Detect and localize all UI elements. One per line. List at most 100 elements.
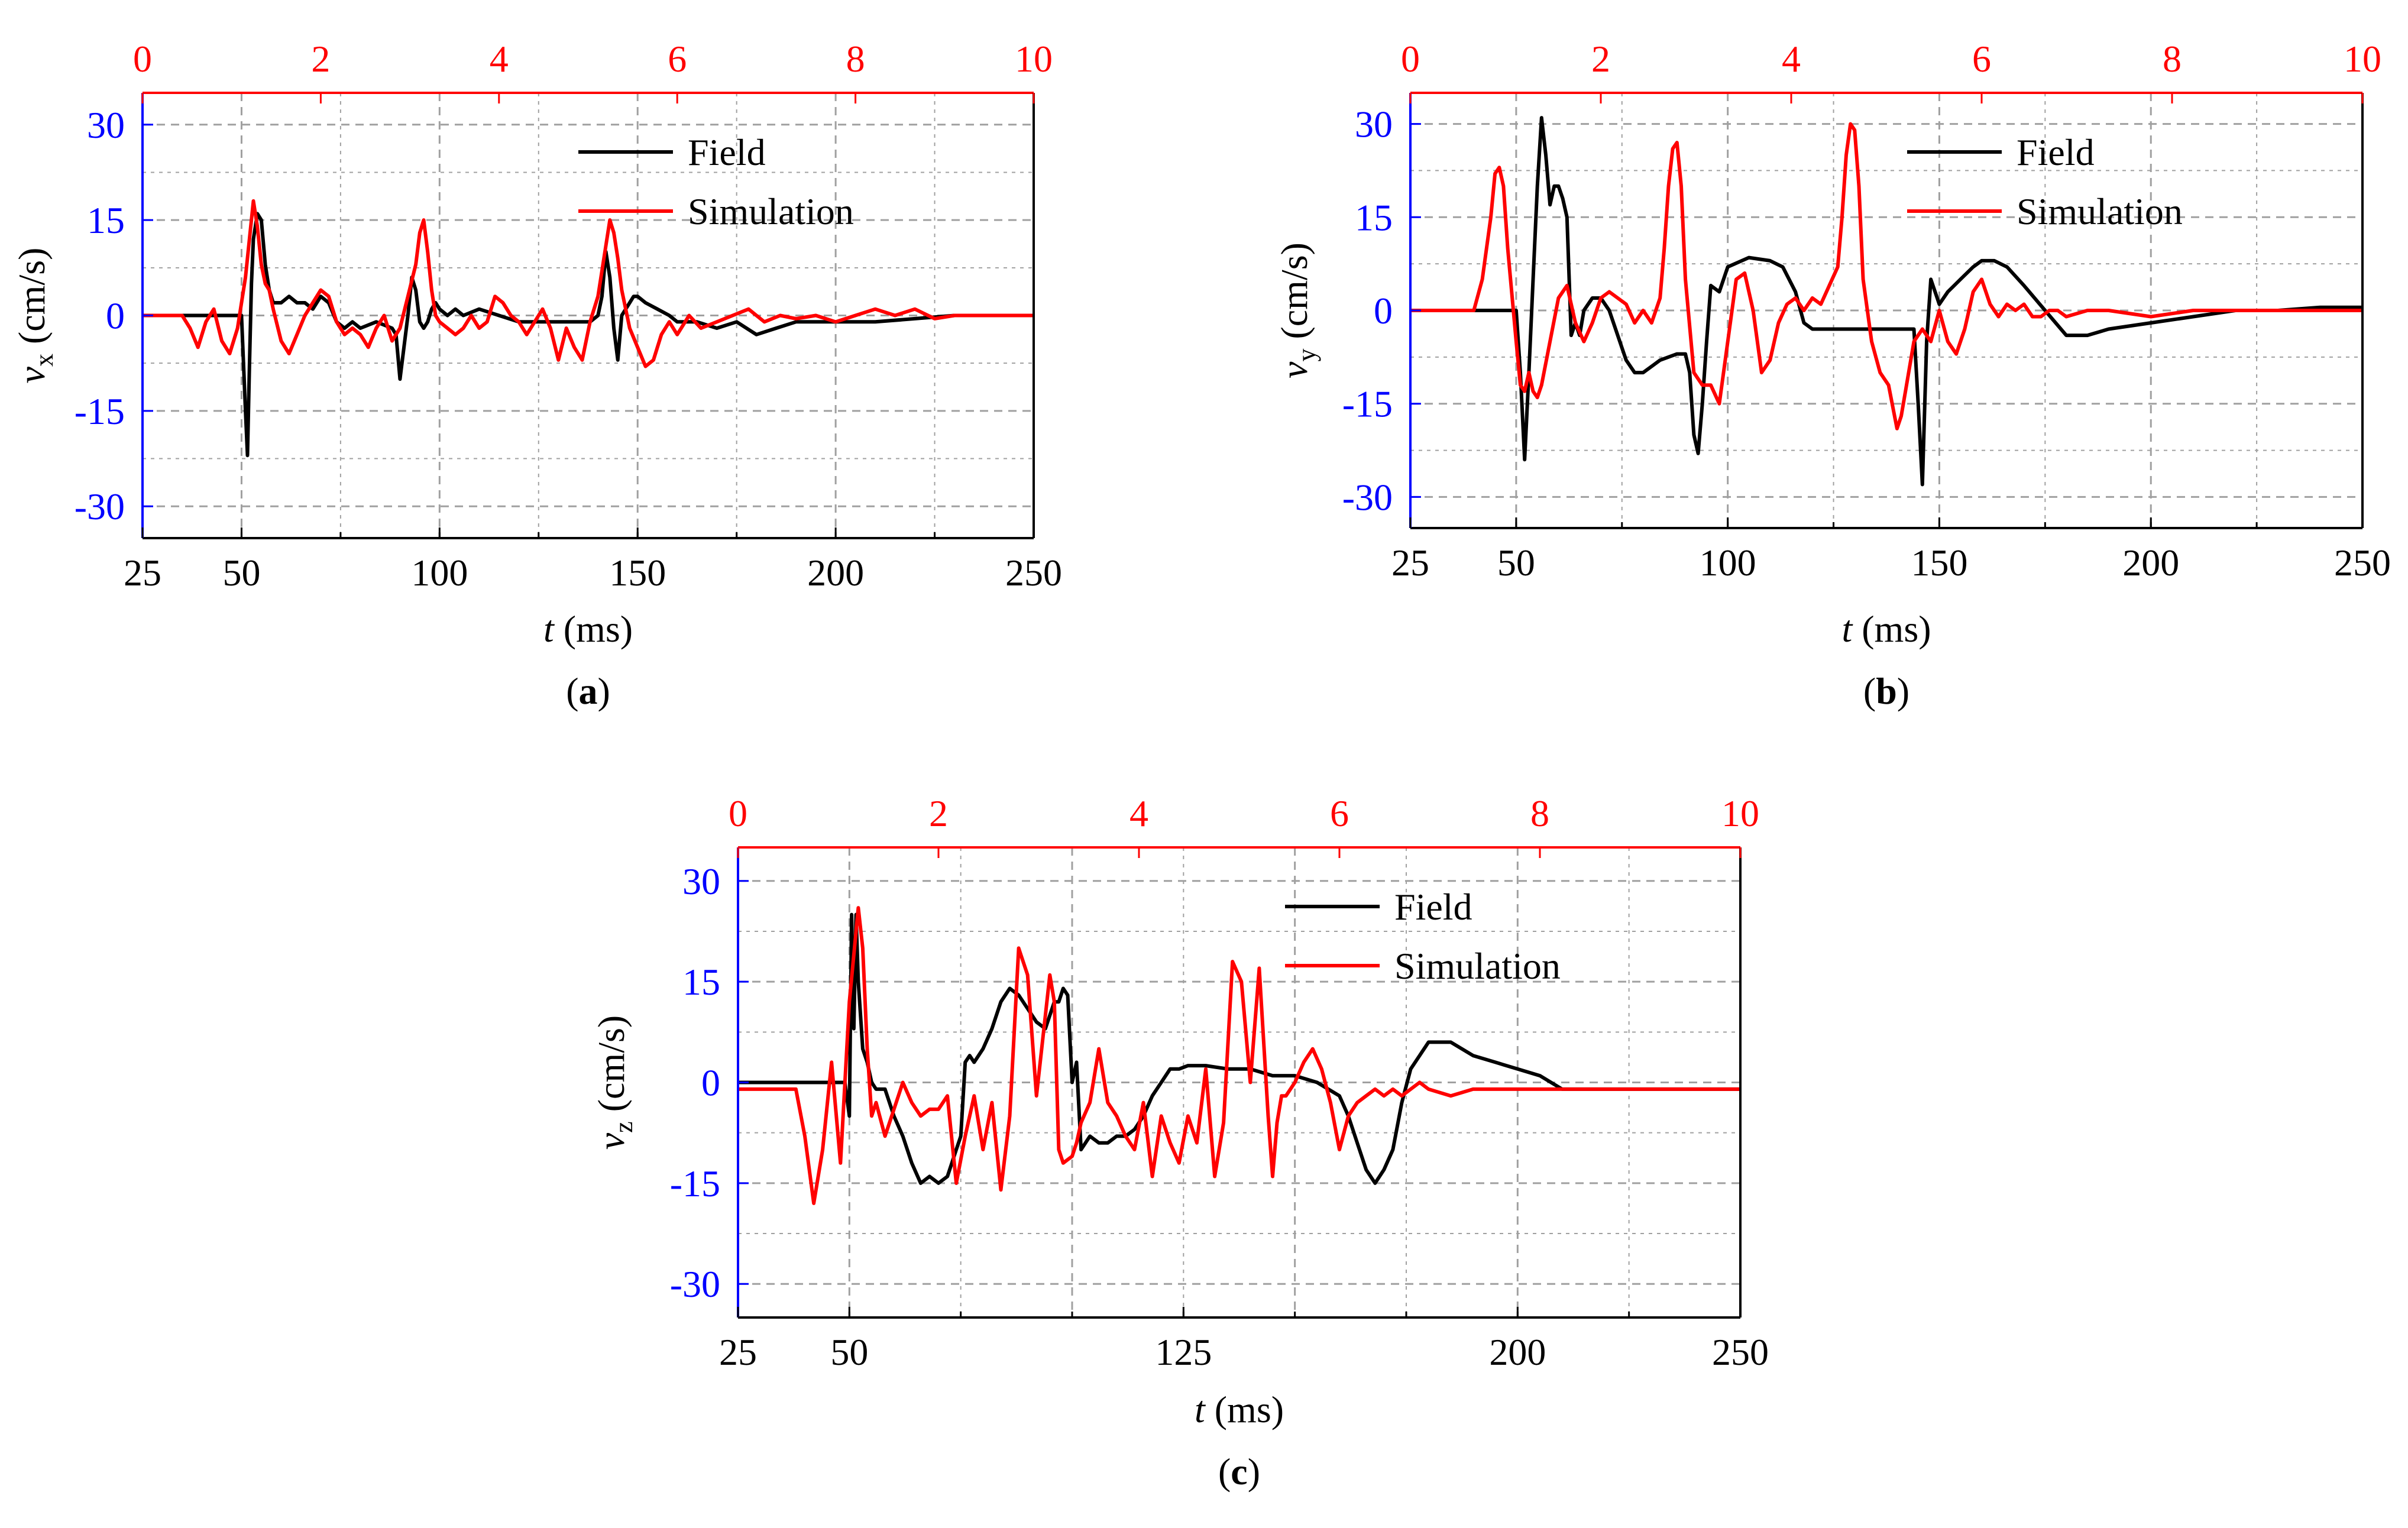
top-tick-label: 8 xyxy=(2163,38,2182,80)
x-tick-label: 50 xyxy=(830,1331,868,1373)
top-tick-label: 6 xyxy=(1330,792,1349,834)
top-tick-label: 4 xyxy=(490,38,509,80)
y-axis-label-subscript: x xyxy=(30,354,59,367)
y-axis-label-subscript: y xyxy=(1292,349,1321,362)
legend-label-simulation: Simulation xyxy=(688,190,854,232)
y-axis-label-symbol: v xyxy=(590,1132,632,1150)
panel-label-letter: a xyxy=(579,670,598,712)
y-axis-label-symbol: v xyxy=(1273,361,1315,378)
y-tick-label: -15 xyxy=(670,1163,720,1205)
y-axis-label-subscript: z xyxy=(609,1121,638,1133)
y-tick-label: 15 xyxy=(87,199,125,241)
y-tick-label: 30 xyxy=(87,104,125,146)
x-tick-label: 150 xyxy=(1911,542,1967,584)
x-tick-label: 100 xyxy=(411,552,468,594)
top-tick-label: 2 xyxy=(1591,38,1610,80)
x-axis-label: t (ms) xyxy=(1841,608,1931,650)
panel-label: (b) xyxy=(1863,670,1909,712)
grid xyxy=(143,93,1034,538)
top-tick-label: 10 xyxy=(2344,38,2381,80)
top-tick-label: 0 xyxy=(1401,38,1420,80)
x-tick-label: 200 xyxy=(807,552,864,594)
top-tick-label: 4 xyxy=(1782,38,1801,80)
panel-label-letter: b xyxy=(1876,670,1897,712)
y-axis-label: vy (cm/s) xyxy=(1273,242,1321,378)
x-axis-label-symbol: t xyxy=(1841,608,1853,650)
series-line-field xyxy=(143,212,1034,458)
panel-label-close: ) xyxy=(1248,1451,1260,1493)
legend-label-simulation: Simulation xyxy=(1394,945,1561,987)
y-tick-label: -30 xyxy=(1342,476,1393,518)
x-tick-label: 25 xyxy=(1391,542,1429,584)
top-tick-label: 2 xyxy=(311,38,330,80)
x-tick-label: 200 xyxy=(1489,1331,1546,1373)
legend: Field Simulation xyxy=(1285,886,1561,987)
legend-label-field: Field xyxy=(688,131,766,173)
y-tick-label: -30 xyxy=(75,485,125,527)
x-tick-label: 50 xyxy=(222,552,260,594)
legend: Field Simulation xyxy=(578,131,854,232)
y-tick-label: 15 xyxy=(1355,196,1393,238)
y-axis-label: vx (cm/s) xyxy=(11,248,59,384)
legend-label-simulation: Simulation xyxy=(2017,190,2183,232)
series-line-simulation xyxy=(1410,122,2362,430)
top-tick-label: 4 xyxy=(1129,792,1148,834)
y-tick-label: 0 xyxy=(701,1062,720,1104)
panel-c: 25 50 125 200 250 30 15 0 -15 -30 0 2 4 6 8 10 vz (cm/s)… xyxy=(590,792,1769,1493)
series-line-field xyxy=(1410,116,2362,487)
x-tick-label: 150 xyxy=(609,552,666,594)
grid xyxy=(738,847,1740,1317)
legend-label-field: Field xyxy=(2017,131,2095,173)
x-tick-label: 125 xyxy=(1155,1331,1212,1373)
panel-label: (c) xyxy=(1218,1451,1260,1493)
x-axis-label-symbol: t xyxy=(1195,1388,1206,1430)
panel-label-open: ( xyxy=(566,670,578,712)
x-axis-label-unit: (ms) xyxy=(1852,608,1931,650)
y-axis-label-unit: (cm/s) xyxy=(590,1015,632,1122)
series-line-simulation xyxy=(738,906,1740,1205)
x-axis-label-symbol: t xyxy=(543,608,555,650)
y-tick-label: 0 xyxy=(106,295,125,337)
panel-label-letter: c xyxy=(1231,1451,1247,1493)
grid xyxy=(1410,93,2362,528)
top-tick-label: 2 xyxy=(929,792,948,834)
top-tick-label: 0 xyxy=(729,792,747,834)
panel-label-close: ) xyxy=(598,670,610,712)
series-line-field xyxy=(738,912,1740,1185)
y-axis-label: vz (cm/s) xyxy=(590,1015,638,1150)
top-tick-label: 8 xyxy=(1530,792,1549,834)
panel-label-open: ( xyxy=(1218,1451,1231,1493)
x-tick-label: 100 xyxy=(1700,542,1756,584)
x-axis-label: t (ms) xyxy=(1195,1388,1284,1430)
x-axis-label-unit: (ms) xyxy=(1205,1388,1284,1430)
panel-label: (a) xyxy=(566,670,610,712)
x-tick-label: 25 xyxy=(124,552,161,594)
top-tick-label: 6 xyxy=(668,38,687,80)
top-tick-label: 6 xyxy=(1972,38,1991,80)
y-tick-label: -15 xyxy=(1342,383,1393,425)
y-tick-label: -15 xyxy=(75,390,125,432)
x-tick-label: 250 xyxy=(1712,1331,1769,1373)
panel-label-open: ( xyxy=(1863,670,1876,712)
top-tick-label: 10 xyxy=(1721,792,1759,834)
x-tick-label: 200 xyxy=(2122,542,2179,584)
x-tick-label: 25 xyxy=(719,1331,757,1373)
x-axis-label-unit: (ms) xyxy=(554,608,633,650)
y-tick-label: -30 xyxy=(670,1263,720,1305)
y-axis-label-symbol: v xyxy=(11,366,53,383)
top-tick-label: 8 xyxy=(846,38,865,80)
top-tick-label: 10 xyxy=(1015,38,1053,80)
y-tick-label: 30 xyxy=(682,860,720,902)
x-tick-label: 250 xyxy=(2334,542,2391,584)
legend: Field Simulation xyxy=(1907,131,2183,232)
panel-label-close: ) xyxy=(1897,670,1909,712)
y-axis-label-unit: (cm/s) xyxy=(1273,242,1315,349)
y-tick-label: 0 xyxy=(1374,290,1393,332)
y-axis-label-unit: (cm/s) xyxy=(11,248,53,354)
x-tick-label: 250 xyxy=(1005,552,1062,594)
series-line-simulation xyxy=(143,199,1034,368)
top-tick-label: 0 xyxy=(133,38,152,80)
